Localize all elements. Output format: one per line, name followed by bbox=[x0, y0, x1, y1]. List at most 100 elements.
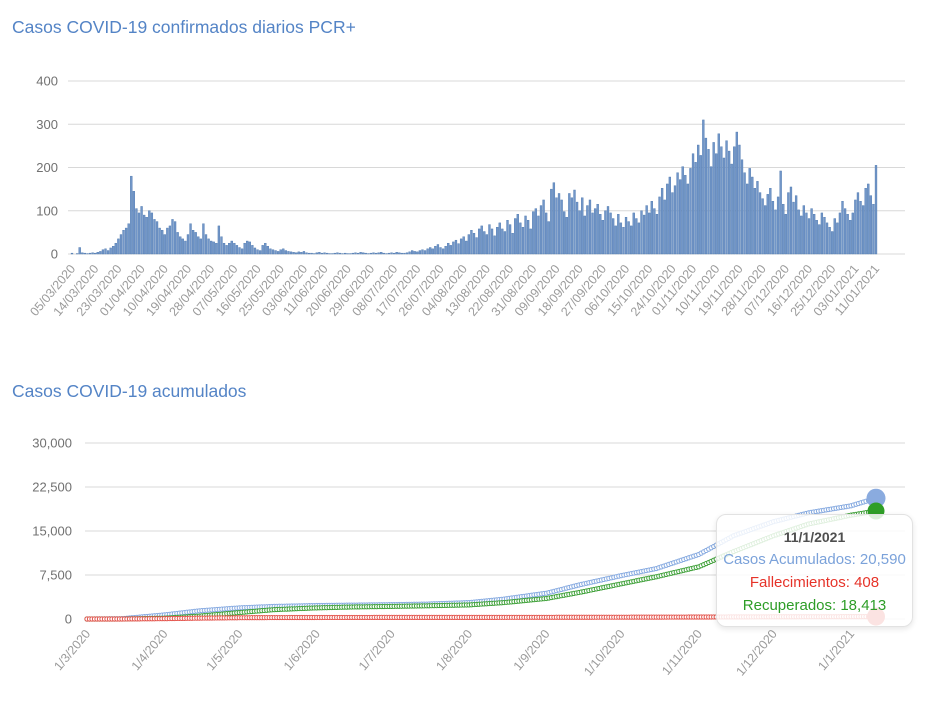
bar[interactable] bbox=[305, 252, 308, 255]
bar[interactable] bbox=[632, 212, 635, 255]
bar[interactable] bbox=[333, 252, 336, 255]
bar[interactable] bbox=[838, 212, 842, 255]
series-recuperados[interactable] bbox=[84, 508, 879, 622]
bar[interactable] bbox=[284, 250, 288, 255]
bar[interactable] bbox=[689, 168, 692, 255]
bar[interactable] bbox=[555, 197, 558, 255]
bar[interactable] bbox=[176, 232, 179, 255]
bar[interactable] bbox=[524, 215, 527, 255]
bar[interactable] bbox=[545, 212, 548, 255]
bar[interactable] bbox=[568, 193, 571, 255]
bar[interactable] bbox=[766, 194, 769, 255]
bar[interactable] bbox=[423, 250, 427, 255]
bar[interactable] bbox=[774, 209, 777, 255]
bar[interactable] bbox=[462, 236, 465, 255]
bar[interactable] bbox=[235, 245, 239, 255]
bar[interactable] bbox=[338, 252, 342, 255]
bar[interactable] bbox=[640, 210, 643, 255]
bar[interactable] bbox=[599, 214, 602, 255]
bar[interactable] bbox=[802, 205, 806, 255]
bar[interactable] bbox=[828, 226, 831, 255]
bar[interactable] bbox=[591, 212, 594, 255]
bar[interactable] bbox=[609, 212, 612, 255]
bar[interactable] bbox=[181, 238, 184, 255]
bar[interactable] bbox=[233, 242, 236, 255]
bar[interactable] bbox=[614, 225, 617, 255]
bar[interactable] bbox=[130, 175, 133, 255]
bar[interactable] bbox=[660, 188, 664, 255]
bar[interactable] bbox=[96, 252, 99, 255]
bar[interactable] bbox=[413, 251, 416, 255]
bar[interactable] bbox=[439, 247, 442, 255]
bar[interactable] bbox=[604, 210, 607, 255]
bar[interactable] bbox=[861, 205, 865, 255]
bar[interactable] bbox=[753, 188, 757, 255]
bar[interactable] bbox=[581, 197, 584, 255]
bar[interactable] bbox=[630, 225, 633, 255]
bar[interactable] bbox=[573, 189, 576, 255]
bar[interactable] bbox=[112, 246, 115, 255]
bar[interactable] bbox=[318, 252, 321, 255]
bar[interactable] bbox=[444, 246, 447, 255]
bar[interactable] bbox=[818, 224, 821, 255]
bar[interactable] bbox=[658, 196, 661, 255]
bar[interactable] bbox=[194, 232, 197, 255]
bar[interactable] bbox=[475, 237, 478, 255]
highlighted-point-casos-acumulados[interactable] bbox=[866, 488, 886, 508]
bar[interactable] bbox=[78, 247, 81, 255]
bar[interactable] bbox=[88, 252, 92, 255]
bar[interactable] bbox=[429, 247, 432, 255]
bar[interactable] bbox=[297, 251, 300, 255]
daily-cases-chart[interactable]: 400300200100005/03/202014/03/202023/03/2… bbox=[27, 74, 905, 319]
bar[interactable] bbox=[751, 176, 754, 255]
bar[interactable] bbox=[380, 252, 383, 255]
bar[interactable] bbox=[271, 249, 275, 255]
bar[interactable] bbox=[787, 192, 790, 255]
bar[interactable] bbox=[168, 225, 172, 255]
bar[interactable] bbox=[459, 238, 463, 255]
bar[interactable] bbox=[315, 252, 318, 255]
bar[interactable] bbox=[612, 218, 615, 255]
bar[interactable] bbox=[336, 252, 339, 255]
bar[interactable] bbox=[715, 153, 718, 255]
bar[interactable] bbox=[859, 201, 862, 255]
bar[interactable] bbox=[248, 241, 251, 255]
bar[interactable] bbox=[132, 191, 135, 255]
bar[interactable] bbox=[722, 157, 726, 255]
bar[interactable] bbox=[565, 217, 568, 255]
bar[interactable] bbox=[127, 223, 130, 255]
bar[interactable] bbox=[323, 252, 326, 255]
bar[interactable] bbox=[163, 234, 166, 255]
bar[interactable] bbox=[637, 222, 641, 255]
bar[interactable] bbox=[776, 196, 780, 255]
bar[interactable] bbox=[738, 144, 741, 255]
bar[interactable] bbox=[171, 219, 174, 255]
bar[interactable] bbox=[583, 215, 586, 255]
bar[interactable] bbox=[717, 133, 720, 255]
bar[interactable] bbox=[622, 226, 625, 255]
bar[interactable] bbox=[792, 201, 795, 255]
bar[interactable] bbox=[253, 247, 257, 255]
bar[interactable] bbox=[320, 252, 324, 255]
bar[interactable] bbox=[645, 205, 648, 255]
bar[interactable] bbox=[488, 224, 491, 255]
bar[interactable] bbox=[282, 248, 285, 255]
bar[interactable] bbox=[490, 228, 494, 255]
bar[interactable] bbox=[457, 243, 460, 255]
bar[interactable] bbox=[761, 198, 764, 255]
bar[interactable] bbox=[140, 206, 143, 255]
bar[interactable] bbox=[122, 230, 125, 255]
bar[interactable] bbox=[300, 252, 303, 255]
bar[interactable] bbox=[189, 223, 192, 255]
bar[interactable] bbox=[354, 252, 357, 255]
bar[interactable] bbox=[117, 238, 120, 255]
bar[interactable] bbox=[854, 199, 857, 255]
bar[interactable] bbox=[470, 230, 473, 255]
bar[interactable] bbox=[516, 214, 519, 255]
bar[interactable] bbox=[81, 252, 84, 255]
bar[interactable] bbox=[191, 230, 195, 255]
bar[interactable] bbox=[230, 240, 233, 255]
bar[interactable] bbox=[588, 199, 592, 255]
bar[interactable] bbox=[619, 222, 623, 255]
bar[interactable] bbox=[514, 218, 517, 255]
